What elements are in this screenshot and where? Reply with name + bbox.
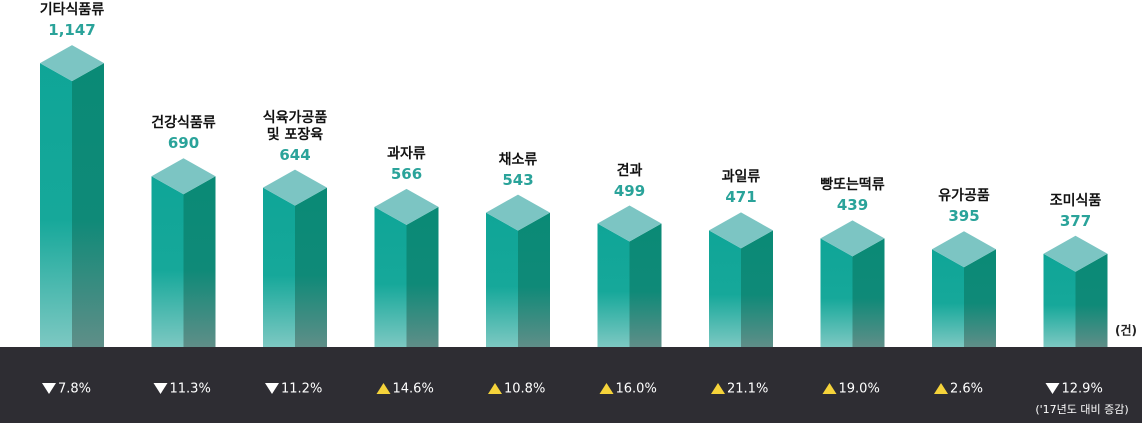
up-arrow — [488, 383, 502, 394]
down-arrow — [265, 383, 279, 394]
down-arrow — [1045, 383, 1060, 394]
bar-top — [820, 220, 885, 257]
bar-right-face — [741, 230, 773, 347]
bar-label: 빵또는떡류 439 — [783, 177, 923, 214]
change-label: 7.8% — [58, 382, 91, 397]
bar-right-face — [852, 238, 885, 347]
bar-label: 채소류 543 — [448, 152, 588, 189]
change-label: 19.0% — [839, 382, 880, 397]
category-label: 과일류 — [721, 169, 761, 186]
change-label: 12.9% — [1062, 382, 1103, 397]
category-label: 유가공품 — [938, 188, 990, 205]
bar-label: 과일류 471 — [671, 169, 811, 206]
category-label: 조미식품 — [1049, 192, 1102, 209]
bar-label: 견과 499 — [560, 163, 700, 200]
value-label: 395 — [948, 207, 980, 226]
change-label: 21.1% — [727, 382, 768, 397]
change-label: 11.2% — [281, 382, 322, 397]
value-label: 499 — [613, 181, 646, 200]
bar — [263, 169, 327, 347]
bar — [1043, 235, 1108, 347]
up-arrow — [711, 383, 725, 394]
up-arrow — [934, 383, 948, 394]
up-arrow — [599, 383, 614, 394]
bar-top — [40, 45, 104, 82]
value-label: 377 — [1059, 211, 1092, 230]
bar — [151, 158, 216, 347]
bar-left-face — [374, 206, 407, 347]
down-arrow — [42, 383, 56, 394]
change-label: 10.8% — [504, 382, 545, 397]
bar-left-face — [151, 176, 184, 347]
category-label: 견과 — [616, 162, 643, 179]
bar-right-face — [295, 187, 327, 347]
bar-top — [709, 212, 773, 249]
bar-right-face — [629, 223, 662, 347]
change-label: 2.6% — [950, 382, 983, 397]
change-label: 14.6% — [393, 382, 434, 397]
bar-right-face — [1075, 253, 1108, 347]
bar-label: 조미식품 377 — [1006, 193, 1142, 230]
value-label: 644 — [279, 145, 311, 164]
bar-left-face — [820, 238, 853, 347]
bar-right-face — [406, 206, 439, 347]
up-arrow — [376, 383, 391, 394]
category-label: 채소류 — [498, 151, 538, 168]
category-label: 기타식품류 — [39, 2, 105, 19]
category-label: 식육가공품 및 포장육 — [262, 109, 328, 143]
bar-right-face — [964, 249, 996, 347]
bar-left-face — [709, 230, 741, 347]
bar-left-face — [40, 63, 72, 348]
category-label: 과자류 — [387, 145, 426, 162]
bar-label: 기타식품류 1,147 — [2, 2, 142, 39]
bar-right-face — [183, 176, 216, 347]
bar-label: 식육가공품 및 포장육 644 — [225, 110, 365, 164]
bar-top — [486, 194, 550, 231]
bar — [820, 220, 885, 347]
category-label: 빵또는떡류 — [820, 177, 885, 194]
unit: (건) — [1115, 323, 1137, 338]
bar-left-face — [486, 212, 518, 347]
change-label: 16.0% — [616, 382, 657, 397]
value-label: 471 — [725, 188, 757, 207]
bar-right-face — [72, 63, 104, 348]
value-label: 566 — [390, 164, 423, 183]
down-arrow — [153, 383, 168, 394]
bar-top — [151, 158, 216, 195]
value-label: 439 — [836, 196, 869, 215]
bar-top — [597, 205, 662, 242]
bar — [932, 231, 996, 347]
bar — [486, 194, 550, 347]
category-label: 건강식품류 — [151, 115, 216, 132]
bar-label: 과자류 566 — [337, 146, 477, 183]
bar-left-face — [597, 223, 630, 347]
bar-label: 유가공품 395 — [894, 188, 1034, 225]
bar — [597, 205, 662, 347]
bar-right-face — [518, 212, 550, 347]
bar-left-face — [263, 187, 295, 347]
note: ('17년도 대비 증감) — [1035, 403, 1128, 416]
up-arrow — [822, 383, 837, 394]
band — [0, 347, 1142, 423]
bar — [40, 45, 104, 348]
bar-top — [1043, 235, 1108, 272]
bar-top — [374, 188, 439, 225]
value-label: 1,147 — [48, 21, 96, 40]
value-label: 543 — [502, 170, 534, 189]
bar-top — [263, 169, 327, 206]
change-label: 11.3% — [170, 382, 211, 397]
bar — [709, 212, 773, 347]
bar-top — [932, 231, 996, 268]
bar — [374, 188, 439, 347]
value-label: 690 — [167, 134, 200, 153]
bar-left-face — [1043, 253, 1076, 347]
bar-label: 건강식품류 690 — [114, 115, 254, 152]
bar-left-face — [932, 249, 964, 347]
